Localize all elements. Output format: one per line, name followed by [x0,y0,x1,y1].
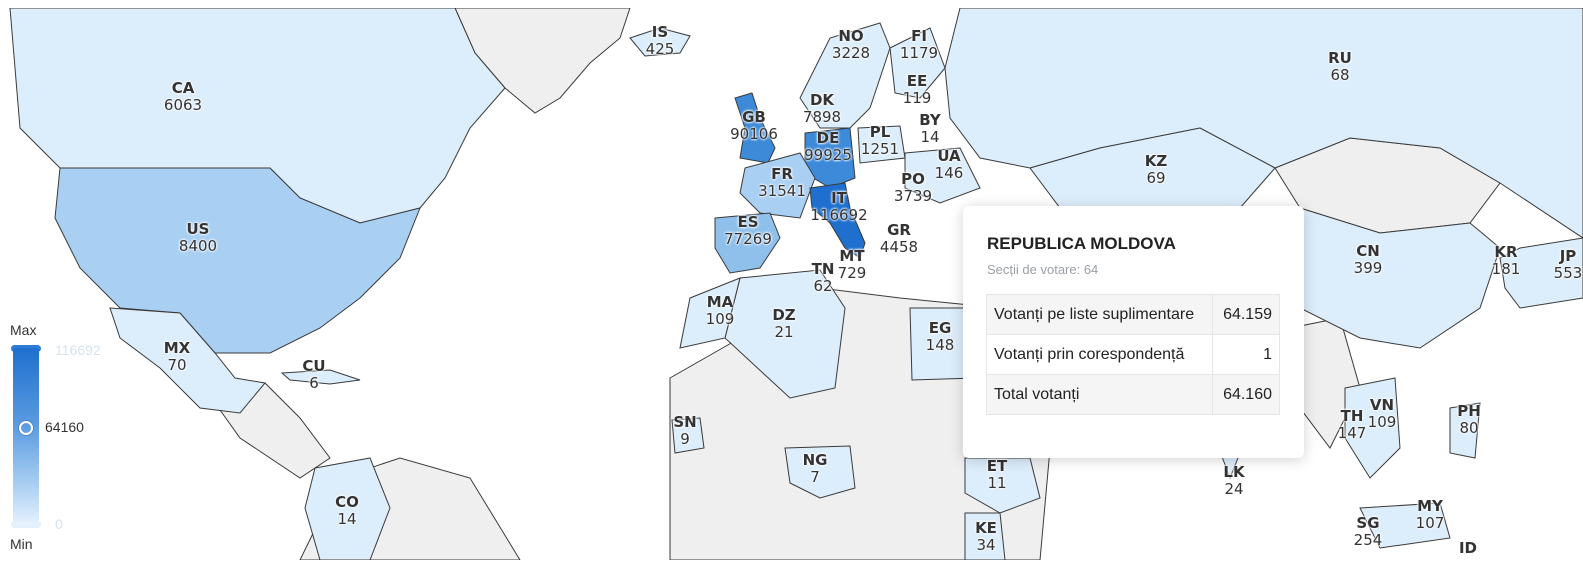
row-value: 1 [1211,334,1281,375]
cuba-shape[interactable] [280,369,361,385]
poland-shape[interactable] [857,125,906,164]
row-label: Votanți prin corespondență [986,334,1213,375]
legend-bottom-cap [11,521,41,528]
spain-shape[interactable] [714,212,781,274]
table-row: Total votanți 64.160 [986,374,1281,415]
table-row: Votanți pe liste suplimentare 64.159 [986,294,1281,335]
iceland-shape[interactable] [629,27,691,57]
choropleth-map[interactable]: CA 6063 US 8400 MX 70 CU 6 CO 14 IS 425 NO 3228… [0,8,1583,560]
senegal-shape[interactable] [671,417,705,454]
scandinavia-shape[interactable] [799,22,891,129]
row-label: Total votanți [986,374,1213,415]
colombia-shape[interactable] [304,457,391,560]
mexico-shape[interactable] [109,307,266,414]
table-row: Votanți prin corespondență 1 [986,334,1281,375]
korea-japan-shape[interactable] [1499,237,1583,309]
tooltip-subtitle: Secții de votare: 64 [987,262,1099,277]
row-value: 64.160 [1211,374,1281,415]
legend-max-label: Max [10,322,37,338]
legend-gradient-bar [13,348,39,524]
legend-min-label: Min [10,536,33,552]
legend-current-value: 64160 [45,419,84,435]
country-tooltip: REPUBLICA MOLDOVA Secții de votare: 64 V… [963,206,1304,458]
row-value: 64.159 [1211,294,1281,335]
morocco-shape[interactable] [679,277,741,349]
legend-max-value: 116692 [55,342,101,358]
kenya-shape[interactable] [964,512,1006,560]
uk-shape[interactable] [734,92,776,164]
thailand-vietnam-shape[interactable] [1344,377,1401,479]
usa-shape[interactable] [54,167,421,354]
world-map-shapes[interactable] [0,8,1583,560]
color-legend: Max 116692 64160 0 Min [8,320,128,560]
france-shape[interactable] [739,152,816,219]
malaysia-shape[interactable] [1359,502,1451,549]
tooltip-title: REPUBLICA MOLDOVA [987,234,1176,253]
tooltip-table: Votanți pe liste suplimentare 64.159 Vot… [986,294,1281,415]
finland-shape[interactable] [889,27,946,99]
legend-min-value: 0 [55,516,63,532]
row-label: Votanți pe liste suplimentare [986,294,1213,335]
legend-value-marker[interactable] [19,421,33,435]
ukraine-shape[interactable] [904,147,981,204]
philippines-shape[interactable] [1449,402,1481,459]
nigeria-shape[interactable] [784,445,856,499]
ethiopia-shape[interactable] [964,457,1041,514]
russia-shape[interactable] [944,8,1583,239]
italy-shape[interactable] [809,182,866,259]
